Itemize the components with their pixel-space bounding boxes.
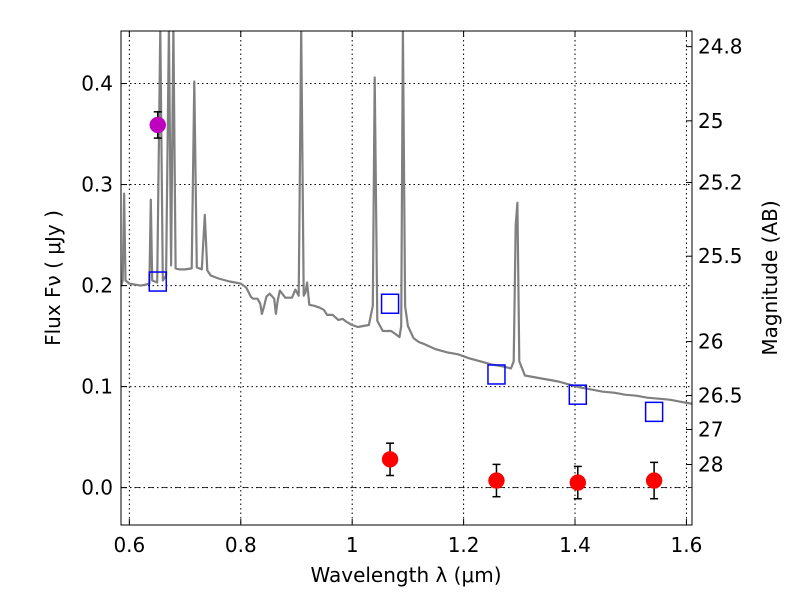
observed-flux-point	[569, 474, 587, 491]
model-photometry-marker	[644, 401, 664, 423]
observed-flux-point	[645, 472, 663, 489]
x-tick-label: 0.6	[113, 533, 145, 557]
right-tick-label: 25	[698, 109, 723, 133]
observed-flux-point	[149, 116, 167, 134]
right-tick-label: 26.5	[698, 383, 743, 407]
right-tick-label: 28	[698, 452, 723, 476]
right-tick-label: 24.8	[698, 35, 743, 59]
x-axis-label: Wavelength λ (μm)	[310, 563, 501, 587]
model-photometry-marker	[487, 364, 506, 385]
model-spectrum-line	[121, 31, 692, 405]
y-tick-label: 0.3	[81, 173, 113, 197]
observed-flux-point	[381, 451, 399, 468]
y-tick-label: 0.0	[81, 476, 113, 500]
model-photometry-marker	[148, 271, 168, 292]
x-tick-label: 1.4	[559, 533, 591, 557]
y-tick-label: 0.2	[81, 274, 113, 298]
plot-frame	[120, 30, 693, 526]
x-tick-label: 1.6	[671, 533, 703, 557]
right-tick-label: 27	[698, 417, 723, 441]
observed-flux-point	[488, 472, 505, 489]
y-axis-label: Flux Fν ( μJy )	[41, 210, 65, 346]
plot-area	[121, 31, 692, 500]
x-tick-label: 1	[346, 533, 359, 557]
model-photometry-marker	[380, 293, 400, 315]
x-tick-label: 1.2	[448, 533, 480, 557]
y-tick-label: 0.4	[81, 72, 113, 96]
x-tick-label: 0.8	[225, 533, 257, 557]
right-axis-label: Magnitude (AB)	[758, 200, 782, 355]
model-photometry-marker	[568, 384, 588, 405]
right-tick-label: 25.5	[698, 244, 743, 268]
ticks-layer: 0.6 0.8 1 1.2 1.4 1.6 0.0 0.1 0.2 0.3 0.4 24.8 25 25.…	[81, 31, 743, 557]
right-tick-label: 26	[698, 330, 723, 354]
y-tick-label: 0.1	[81, 375, 113, 399]
right-tick-label: 25.2	[698, 171, 743, 195]
